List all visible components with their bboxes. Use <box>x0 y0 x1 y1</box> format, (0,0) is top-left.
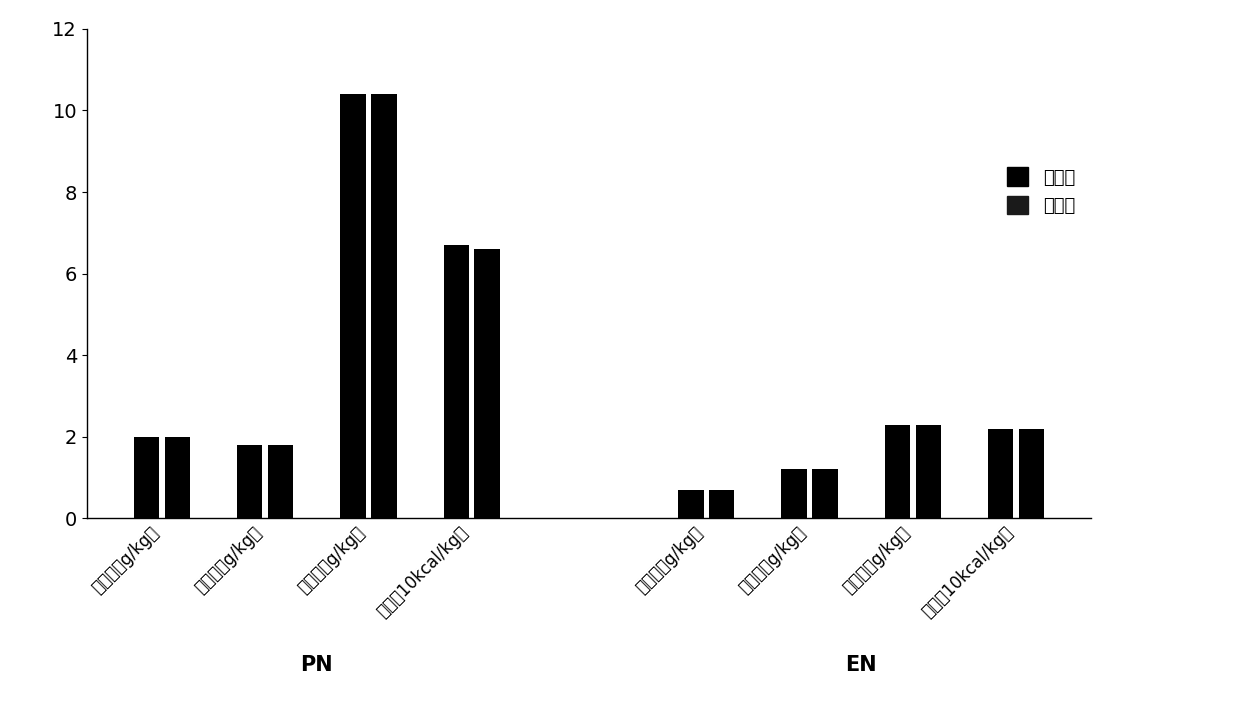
Bar <box>812 469 838 518</box>
Bar <box>915 425 941 518</box>
Bar <box>340 94 366 518</box>
Legend: 对照组, 研究组: 对照组, 研究组 <box>999 161 1083 222</box>
Bar <box>165 437 190 518</box>
Bar <box>988 428 1013 518</box>
Bar <box>1019 428 1044 518</box>
Bar <box>371 94 397 518</box>
Bar <box>709 490 734 518</box>
Text: EN: EN <box>846 655 877 675</box>
Bar <box>475 249 500 518</box>
Text: PN: PN <box>300 655 334 675</box>
Bar <box>444 245 469 518</box>
Bar <box>781 469 807 518</box>
Bar <box>678 490 703 518</box>
Bar <box>884 425 910 518</box>
Bar <box>134 437 159 518</box>
Bar <box>237 445 263 518</box>
Bar <box>268 445 294 518</box>
